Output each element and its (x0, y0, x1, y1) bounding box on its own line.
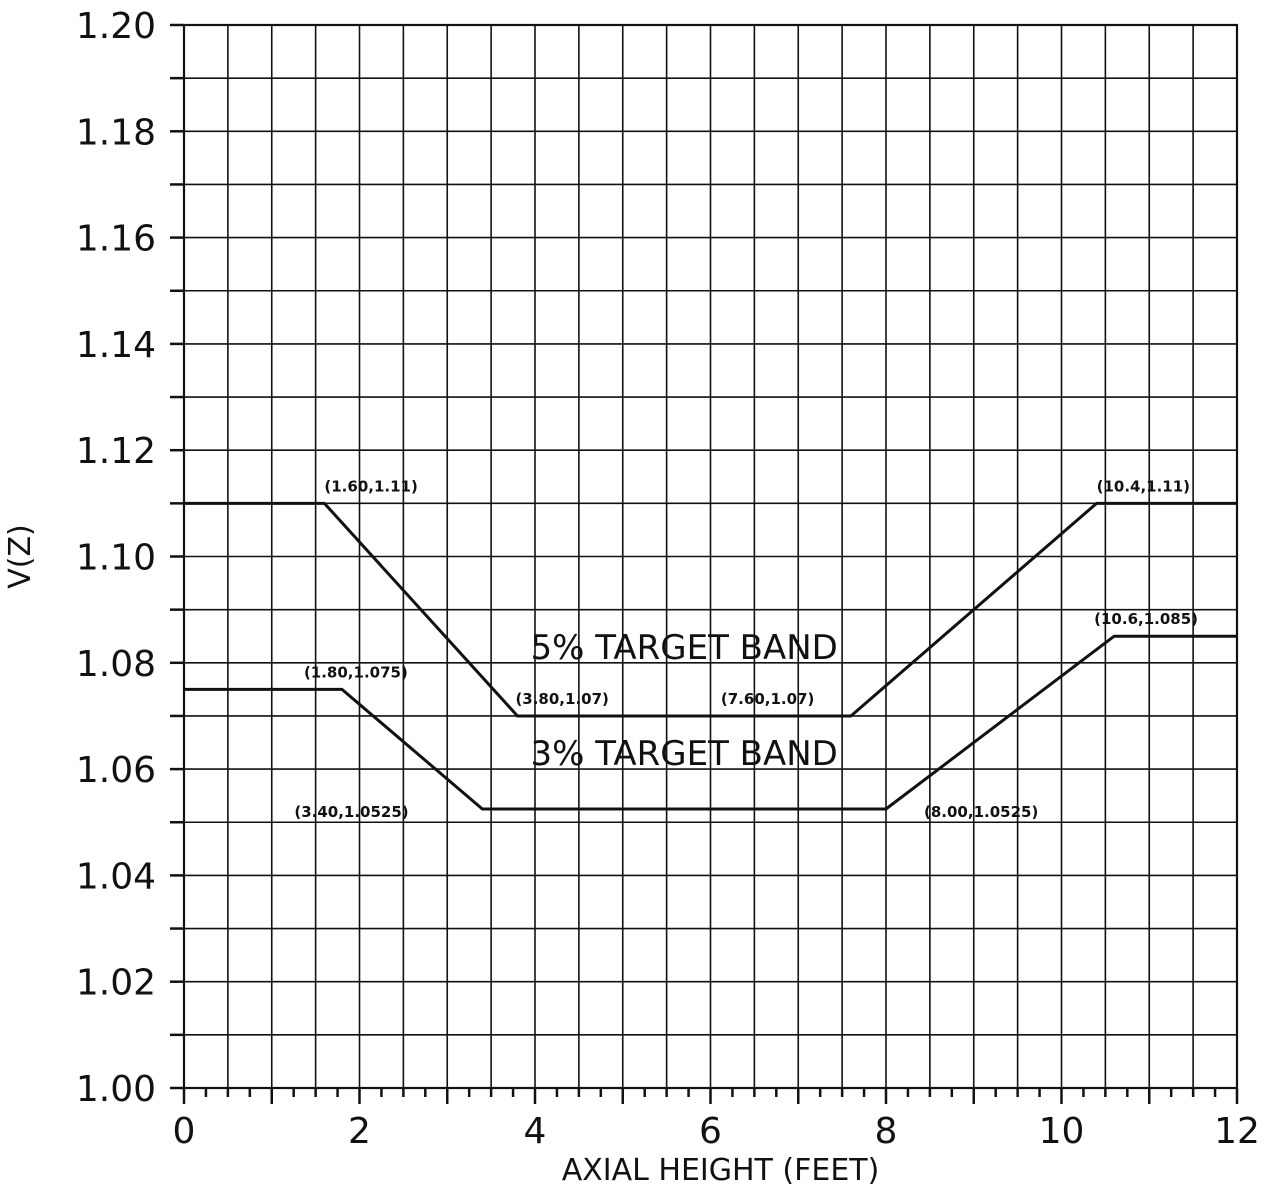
grid (184, 25, 1237, 1088)
y-tick-label: 1.14 (76, 325, 156, 366)
y-tick-label: 1.06 (76, 750, 156, 791)
y-tick-label: 1.04 (76, 856, 156, 897)
x-tick-label: 4 (524, 1111, 547, 1152)
y-tick-label: 1.12 (76, 431, 156, 472)
x-axis-ticks: 0 2 4 6 8 10 12 (173, 1088, 1260, 1152)
y-axis-ticks: 1.00 1.02 1.04 1.06 1.08 1.10 1.12 1.14 1.16 1.18… (76, 6, 184, 1110)
point-annotation: (7.60,1.07) (721, 690, 814, 708)
x-tick-label: 6 (699, 1111, 722, 1152)
point-annotation: (8.00,1.0525) (924, 803, 1038, 821)
y-tick-label: 1.18 (76, 112, 156, 153)
y-tick-label: 1.10 (76, 538, 156, 579)
series-group (184, 501, 1237, 811)
point-annotation: (10.6,1.085) (1094, 610, 1198, 628)
series-line-2 (184, 634, 1237, 811)
x-tick-label: 12 (1214, 1111, 1260, 1152)
band-labels: 5% TARGET BAND 3% TARGET BAND (530, 628, 837, 774)
point-annotations: (1.60,1.11) (10.4,1.11) (10.6,1.085) (1.80,… (294, 477, 1198, 821)
y-tick-label: 1.08 (76, 644, 156, 685)
y-axis-label: V(Z) (3, 524, 38, 588)
point-annotation: (1.80,1.075) (304, 663, 408, 681)
y-tick-label: 1.00 (76, 1069, 156, 1110)
x-tick-label: 8 (875, 1111, 898, 1152)
y-tick-label: 1.20 (76, 6, 156, 47)
y-tick-label: 1.02 (76, 963, 156, 1004)
x-axis-label: AXIAL HEIGHT (FEET) (562, 1153, 880, 1188)
y-tick-label: 1.16 (76, 219, 156, 260)
point-annotation: (3.40,1.0525) (294, 803, 408, 821)
x-tick-label: 0 (173, 1111, 196, 1152)
band-label-2: 3% TARGET BAND (530, 734, 837, 774)
x-tick-label: 2 (348, 1111, 371, 1152)
point-annotation: (10.4,1.11) (1097, 477, 1190, 495)
point-annotation: (1.60,1.11) (324, 477, 417, 495)
series-line-1 (184, 501, 1237, 718)
point-annotation: (3.80,1.07) (515, 690, 608, 708)
band-label-1: 5% TARGET BAND (530, 628, 837, 668)
x-tick-label: 10 (1039, 1111, 1085, 1152)
